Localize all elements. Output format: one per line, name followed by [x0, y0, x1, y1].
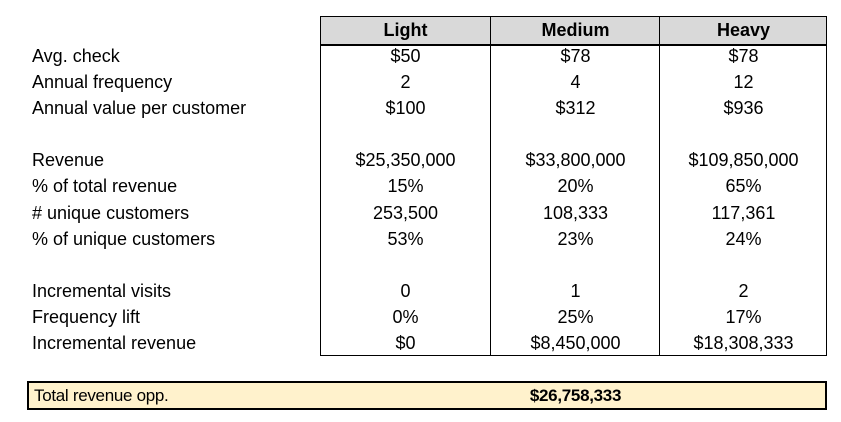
cell: 23%	[557, 229, 594, 249]
cell: $78	[560, 46, 591, 66]
cell: 108,333	[542, 203, 609, 223]
cell: 15%	[387, 176, 424, 196]
cell: 4	[570, 72, 581, 92]
cell: 24%	[725, 229, 762, 249]
cell: $312	[555, 98, 596, 118]
cell: 2	[400, 72, 411, 92]
segment-table: Light $50 2 $100 $25,350,000 15% 253,500…	[320, 16, 827, 356]
cell: $936	[723, 98, 764, 118]
cell: $18,308,333	[693, 333, 794, 353]
cell: $8,450,000	[530, 333, 621, 353]
cell: 17%	[725, 307, 762, 327]
cell: $78	[728, 46, 759, 66]
cell: 0%	[392, 307, 419, 327]
row-label: Incremental visits	[32, 281, 172, 301]
cell: $50	[390, 46, 421, 66]
table-header	[321, 17, 826, 46]
row-label: Incremental revenue	[32, 333, 197, 353]
row-label: Annual frequency	[32, 72, 173, 92]
column-light: Light $50 2 $100 $25,350,000 15% 253,500…	[321, 17, 490, 355]
total-revenue-bar: Total revenue opp. $26,758,333	[27, 381, 827, 410]
cell: 12	[733, 72, 754, 92]
cell: $109,850,000	[688, 150, 799, 170]
cell: 117,361	[711, 203, 776, 223]
cell: 2	[738, 281, 749, 301]
row-label: Revenue	[32, 150, 105, 170]
row-label: # unique customers	[32, 203, 190, 223]
cell: $25,350,000	[355, 150, 456, 170]
row-label: % of unique customers	[32, 229, 216, 249]
column-heavy: Heavy $78 12 $936 $109,850,000 65% 117,3…	[659, 17, 827, 355]
column-medium: Medium $78 4 $312 $33,800,000 20% 108,33…	[490, 17, 660, 355]
cell: 20%	[557, 176, 594, 196]
row-label: Frequency lift	[32, 307, 141, 327]
cell: 65%	[725, 176, 762, 196]
column-header: Medium	[541, 20, 610, 40]
row-label: % of total revenue	[32, 176, 178, 196]
cell: 1	[570, 281, 581, 301]
column-header: Light	[383, 20, 428, 40]
cell: 253,500	[372, 203, 439, 223]
total-label: Total revenue opp.	[34, 386, 169, 405]
cell: 25%	[557, 307, 594, 327]
cell: $0	[395, 333, 416, 353]
row-label: Avg. check	[32, 46, 120, 66]
column-header: Heavy	[716, 20, 771, 40]
total-value: $26,758,333	[529, 386, 622, 405]
cell: 53%	[387, 229, 424, 249]
cell: $100	[385, 98, 426, 118]
cell: $33,800,000	[525, 150, 626, 170]
cell: 0	[400, 281, 411, 301]
row-label: Annual value per customer	[32, 98, 247, 118]
